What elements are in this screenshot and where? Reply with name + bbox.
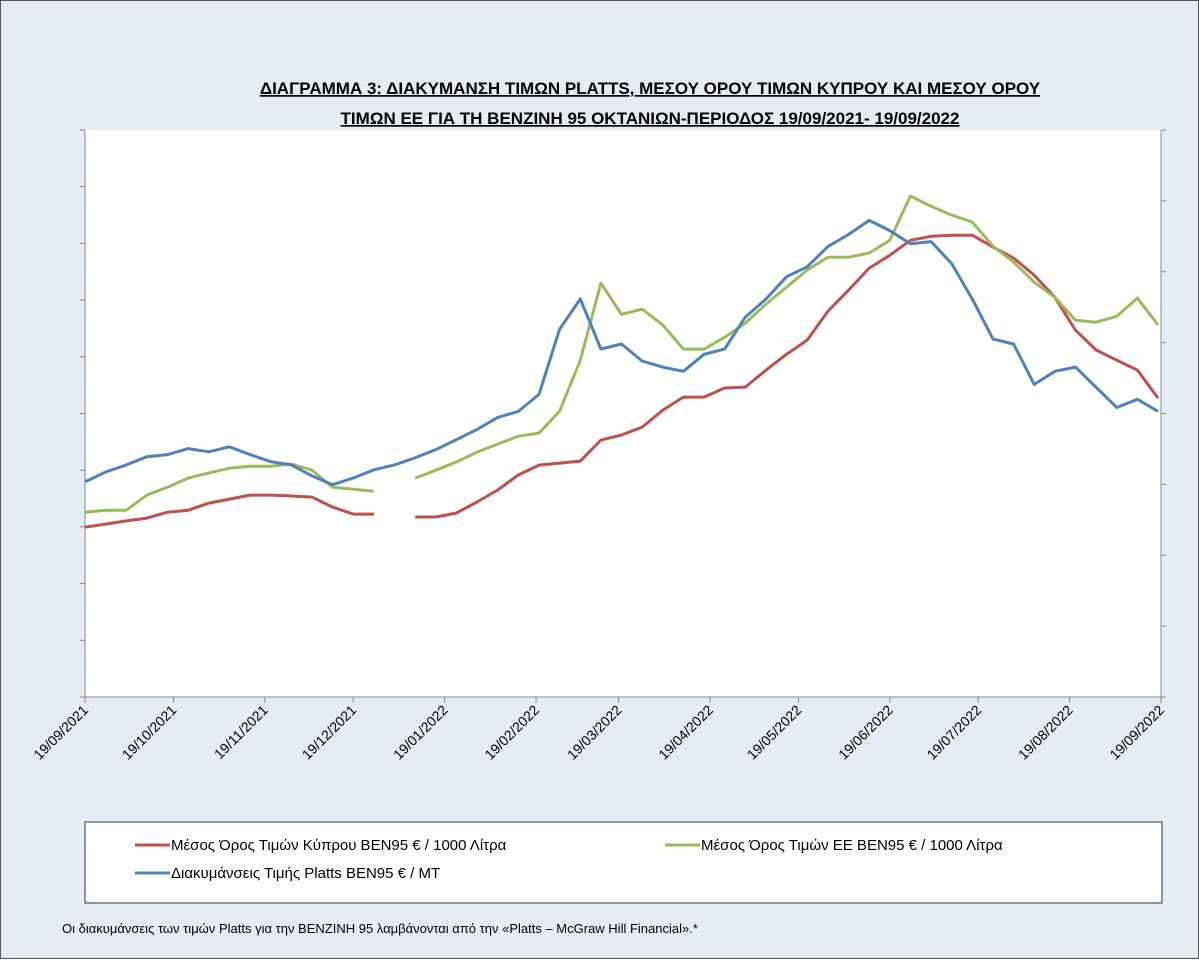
series-line [84,233,1160,529]
series-line [84,218,1159,487]
plot-area [85,130,1161,697]
chart-title: ΔΙΑΓΡΑΜΜΑ 3: ΔΙΑΚΥΜΑΝΣΗ ΤΙΜΩΝ PLATTS, ΜΕ… [260,79,1041,98]
legend-label: Διακυμάνσεις Τιμής Platts ΒΕΝ95 € / ΜΤ [171,865,440,882]
legend-label: Μέσος Όρος Τιμών ΕΕ ΒΕΝ95 € / 1000 Λίτρα [701,837,1003,854]
legend-box [84,821,1163,904]
legend-label: Μέσος Όρος Τιμών Κύπρου ΒΕΝ95 € / 1000 Λ… [171,837,507,854]
chart-title: ΤΙΜΩΝ ΕΕ ΓΙΑ ΤΗ ΒΕΝΖΙΝΗ 95 ΟΚΤΑΝΙΩΝ-ΠΕΡΙ… [341,109,960,128]
footnote: Οι διακυμάνσεις των τιμών Platts για την… [62,921,698,936]
